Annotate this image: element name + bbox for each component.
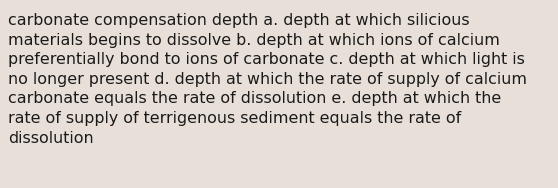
- Text: carbonate compensation depth a. depth at which silicious
materials begins to dis: carbonate compensation depth a. depth at…: [8, 13, 527, 146]
